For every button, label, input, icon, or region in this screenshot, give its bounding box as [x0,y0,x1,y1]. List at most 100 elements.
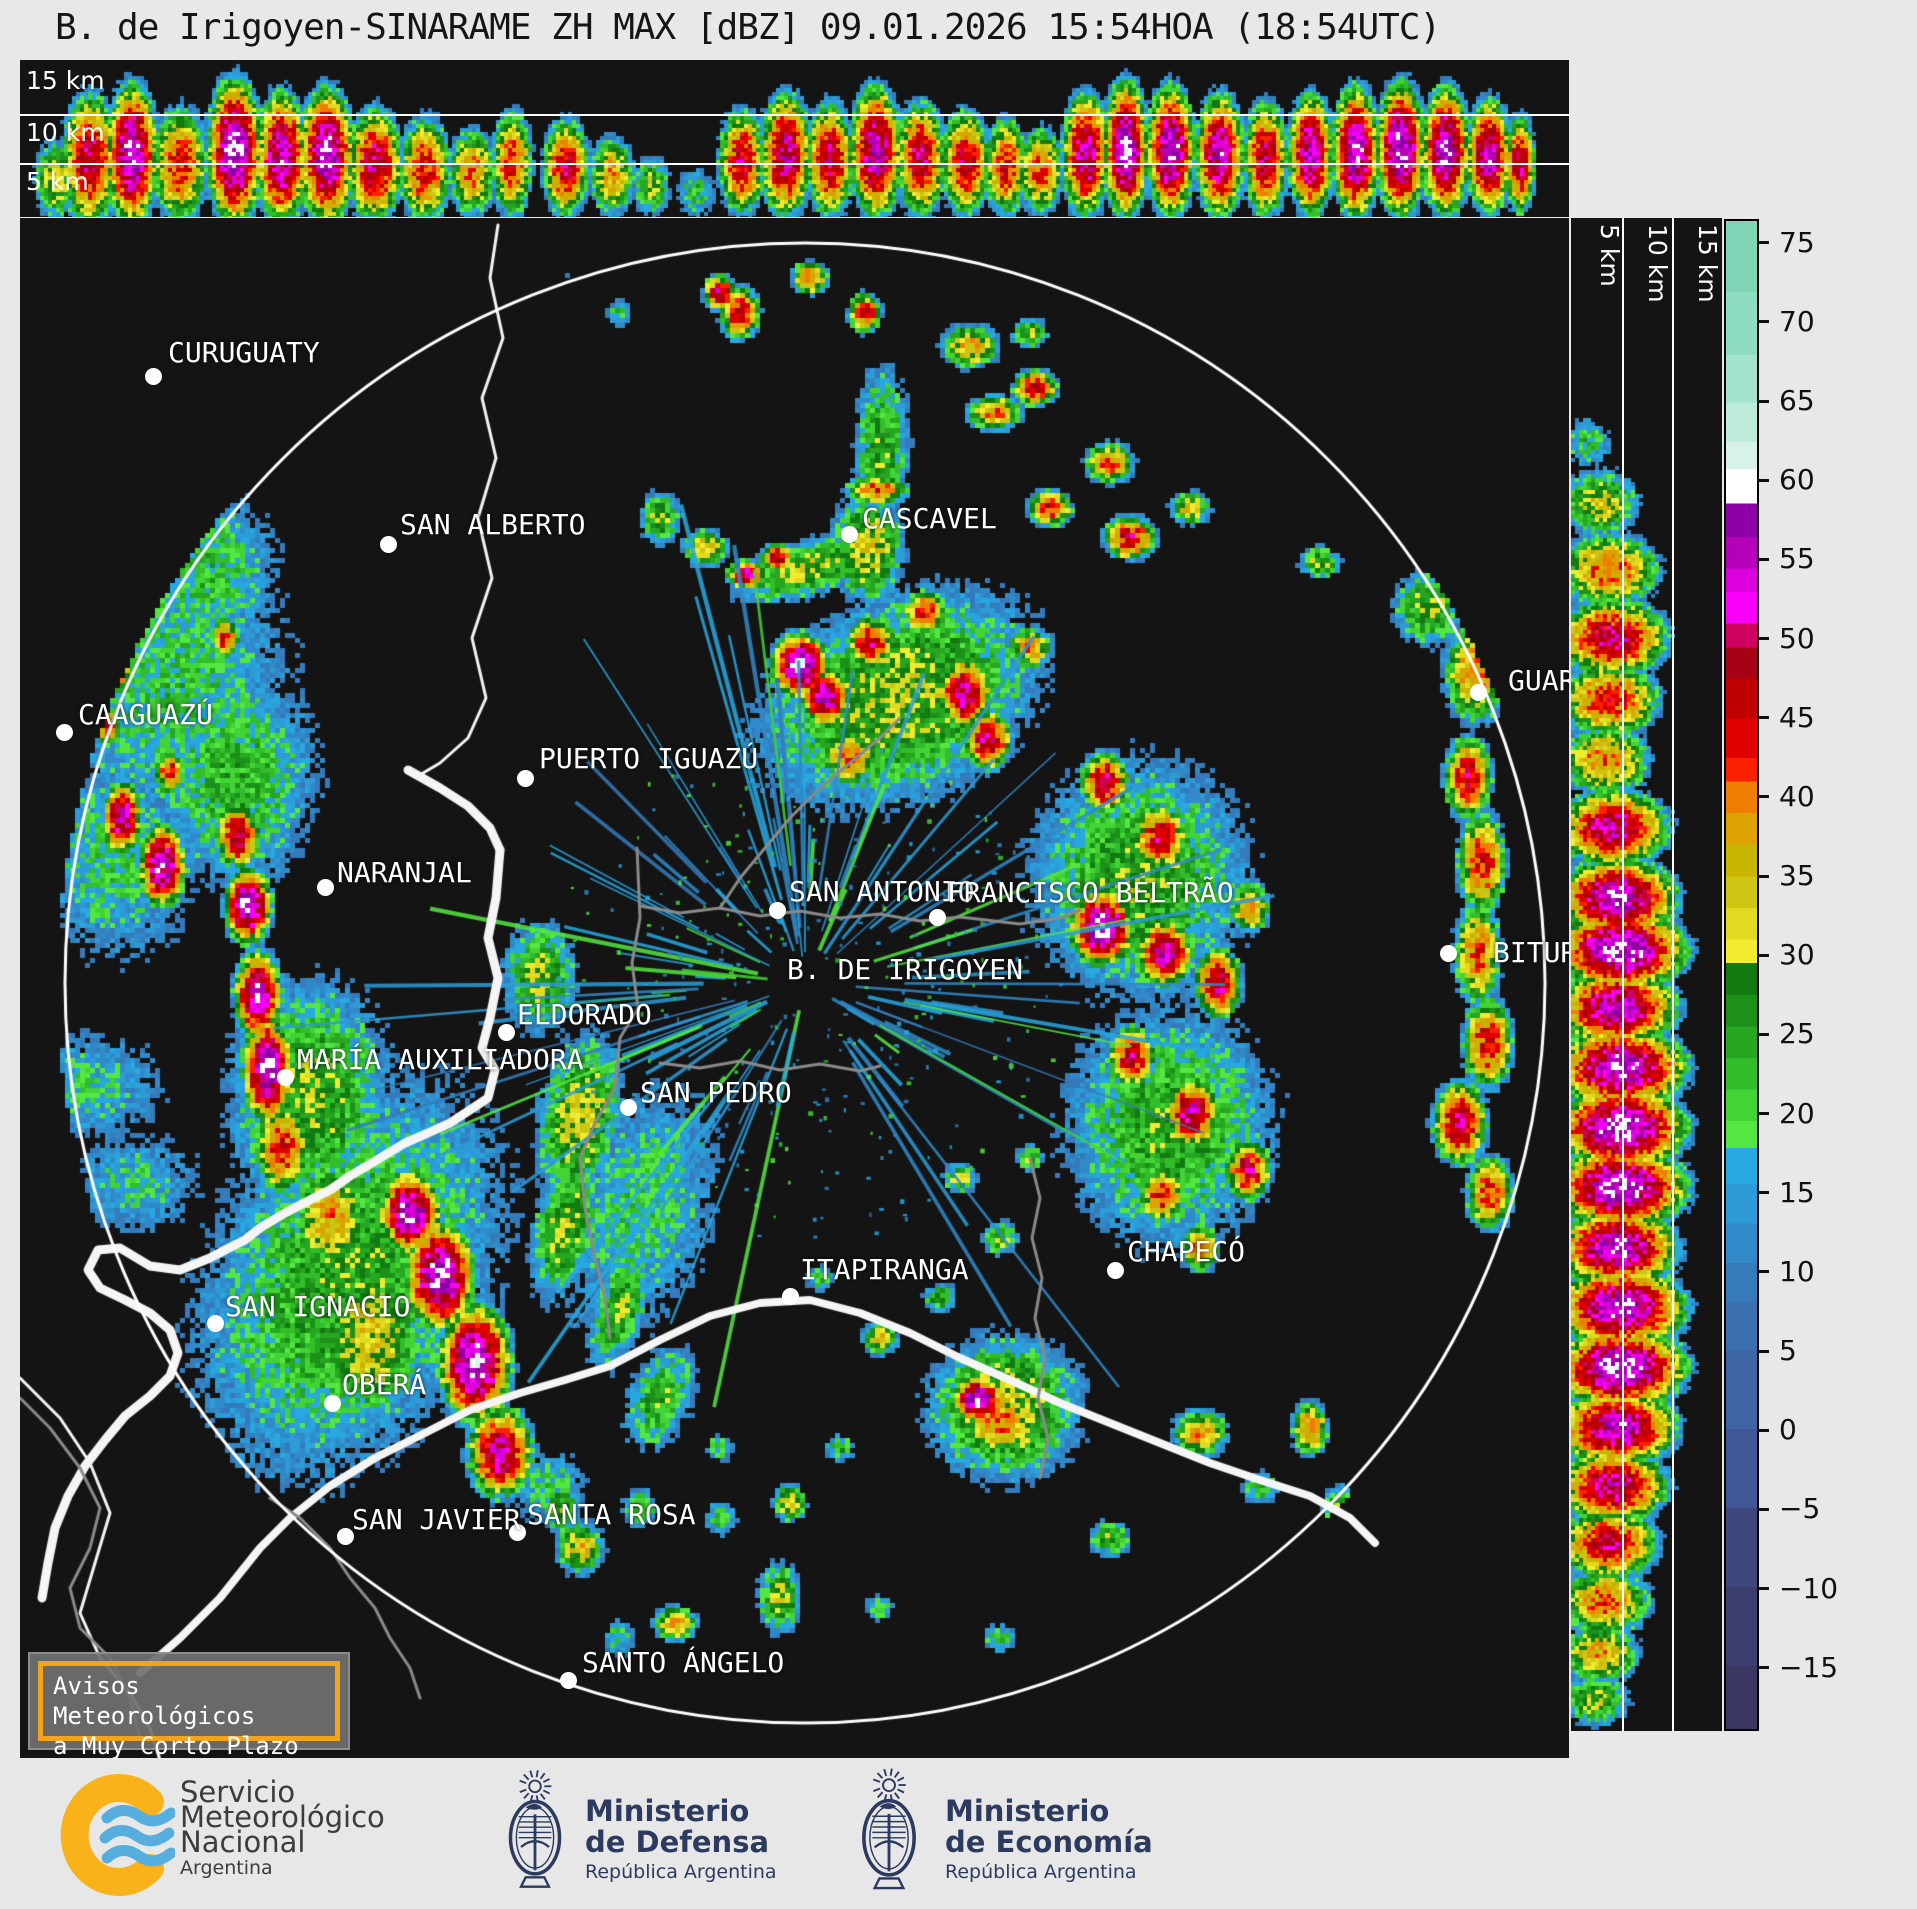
city-label: SANTA ROSA [527,1498,696,1531]
colorbar-tick-mark [1757,1428,1769,1432]
altitude-label-10km-right: 10 km [1643,224,1672,303]
gridline-5km-vertical [1622,218,1624,1731]
city-marker [317,879,334,896]
colorbar-tick-label: −5 [1779,1492,1821,1526]
altitude-label-5km: 5 km [26,167,89,196]
city-marker [337,1528,354,1545]
economia-wordmark: Ministerio de Economía República Argenti… [945,1796,1153,1886]
city-marker [782,1288,799,1305]
colorbar-tick-mark [1757,557,1769,561]
colorbar-tick-label: 15 [1779,1175,1815,1209]
top-cross-section-canvas [20,60,1569,217]
colorbar-tick-mark [1757,953,1769,957]
colorbar-tick-label: 35 [1779,859,1815,893]
smn-wordmark: Servicio Meteorológico Nacional Argentin… [180,1775,385,1881]
colorbar-tick-mark [1757,637,1769,641]
colorbar-tick-mark [1757,241,1769,245]
colorbar-tick-label: 75 [1779,225,1815,259]
colorbar-tick-label: 0 [1779,1413,1797,1447]
colorbar-tick-label: 20 [1779,1096,1815,1130]
colorbar-tick-label: −15 [1779,1650,1839,1684]
colorbar-tick-label: 70 [1779,304,1815,338]
warning-banner-frame: Avisos Meteorológicos a Muy Corto Plazo [38,1661,340,1758]
city-label: OBERÁ [342,1368,427,1401]
colorbar-tick-label: 10 [1779,1254,1815,1288]
city-label: SAN PEDRO [640,1076,792,1109]
warning-banner[interactable]: Avisos Meteorológicos a Muy Corto Plazo [28,1652,350,1758]
economia-coat-of-arms-icon [862,1768,916,1890]
footer: Servicio Meteorológico Nacional Argentin… [0,1758,1917,1909]
economia-line-3: República Argentina [945,1861,1137,1883]
gridline-5km [20,163,1569,165]
city-label: CHAPECÓ [1127,1235,1246,1268]
city-label: PUERTO IGUAZÚ [539,742,759,775]
city-marker [509,1524,526,1541]
page-title: B. de Irigoyen-SINARAME ZH MAX [dBZ] 09.… [55,7,1441,48]
dbz-colorbar [1724,219,1759,1731]
smn-line-1: Servicio [180,1775,296,1809]
radar-map: CURUGUATY SAN ALBERTO CASCAVEL CAAGUAZÚ PUER… [20,218,1569,1758]
city-marker [560,1672,577,1689]
city-marker [498,1024,515,1041]
city-marker [1107,1262,1124,1279]
city-label: CURUGUATY [168,336,320,369]
right-cross-section-canvas [1571,218,1722,1731]
colorbar-tick-mark [1757,1191,1769,1195]
altitude-label-15km-right: 15 km [1693,224,1722,303]
defensa-line-3: República Argentina [585,1861,777,1883]
smn-logo-icon [60,1774,175,1896]
colorbar-tick-label: 50 [1779,621,1815,655]
colorbar-tick-label: 60 [1779,463,1815,497]
colorbar-tick-mark [1757,716,1769,720]
colorbar-tick-mark [1757,1666,1769,1670]
warning-line-2: a Muy Corto Plazo [53,1732,299,1758]
colorbar-tick-label: 25 [1779,1017,1815,1051]
colorbar-tick-label: 5 [1779,1334,1797,1368]
smn-line-4: Argentina [180,1857,273,1879]
city-label: CASCAVEL [862,502,997,535]
city-marker [207,1315,224,1332]
altitude-label-10km: 10 km [26,118,105,147]
city-marker [841,526,858,543]
defensa-line-2: de Defensa [585,1825,770,1859]
city-label: SAN ALBERTO [400,508,586,541]
city-label: B. DE IRIGOYEN [787,953,1024,986]
city-marker [145,368,162,385]
colorbar-tick-mark [1757,1587,1769,1590]
colorbar-tick-label: −10 [1779,1571,1839,1605]
gridline-10km [20,114,1569,116]
colorbar-tick-mark [1757,399,1769,403]
colorbar-tick-mark [1757,1112,1769,1116]
colorbar-tick-mark [1757,1349,1769,1353]
dbz-colorbar-ticks: 75 70 65 60 55 50 45 40 35 30 25 20 15 10 5 0 −5 −10 −15 [1724,219,1917,1731]
city-label: GUARA [1508,664,1569,697]
city-label: SAN ANTONIO [789,875,975,908]
city-marker [620,1099,637,1116]
altitude-label-5km-right: 5 km [1595,224,1624,287]
smn-line-3: Nacional [180,1825,306,1859]
city-marker [56,724,73,741]
colorbar-tick-mark [1757,478,1769,482]
colorbar-tick-label: 40 [1779,779,1815,813]
city-label: CAAGUAZÚ [78,698,213,731]
economia-line-2: de Economía [945,1825,1153,1859]
city-label: NARANJAL [337,856,472,889]
gridline-10km-vertical [1672,218,1674,1731]
city-label: FRANCISCO BELTRÃO [947,876,1234,909]
economia-line-1: Ministerio [945,1794,1110,1828]
defensa-coat-of-arms-icon [508,1770,562,1888]
top-cross-section-panel: 15 km 10 km 5 km [20,60,1569,217]
right-cross-section-panel: 5 km 10 km 15 km [1571,218,1722,1731]
city-label: SAN JAVIER [352,1503,521,1536]
defensa-line-1: Ministerio [585,1794,750,1828]
city-marker [517,770,534,787]
city-marker [1470,684,1487,701]
altitude-label-15km: 15 km [26,66,105,95]
colorbar-tick-mark [1757,1507,1769,1511]
city-label: ELDORADO [517,998,652,1031]
colorbar-tick-label: 45 [1779,700,1815,734]
city-marker [277,1069,294,1086]
radar-map-canvas [20,218,1569,1758]
colorbar-tick-mark [1757,874,1769,878]
city-marker [380,536,397,553]
